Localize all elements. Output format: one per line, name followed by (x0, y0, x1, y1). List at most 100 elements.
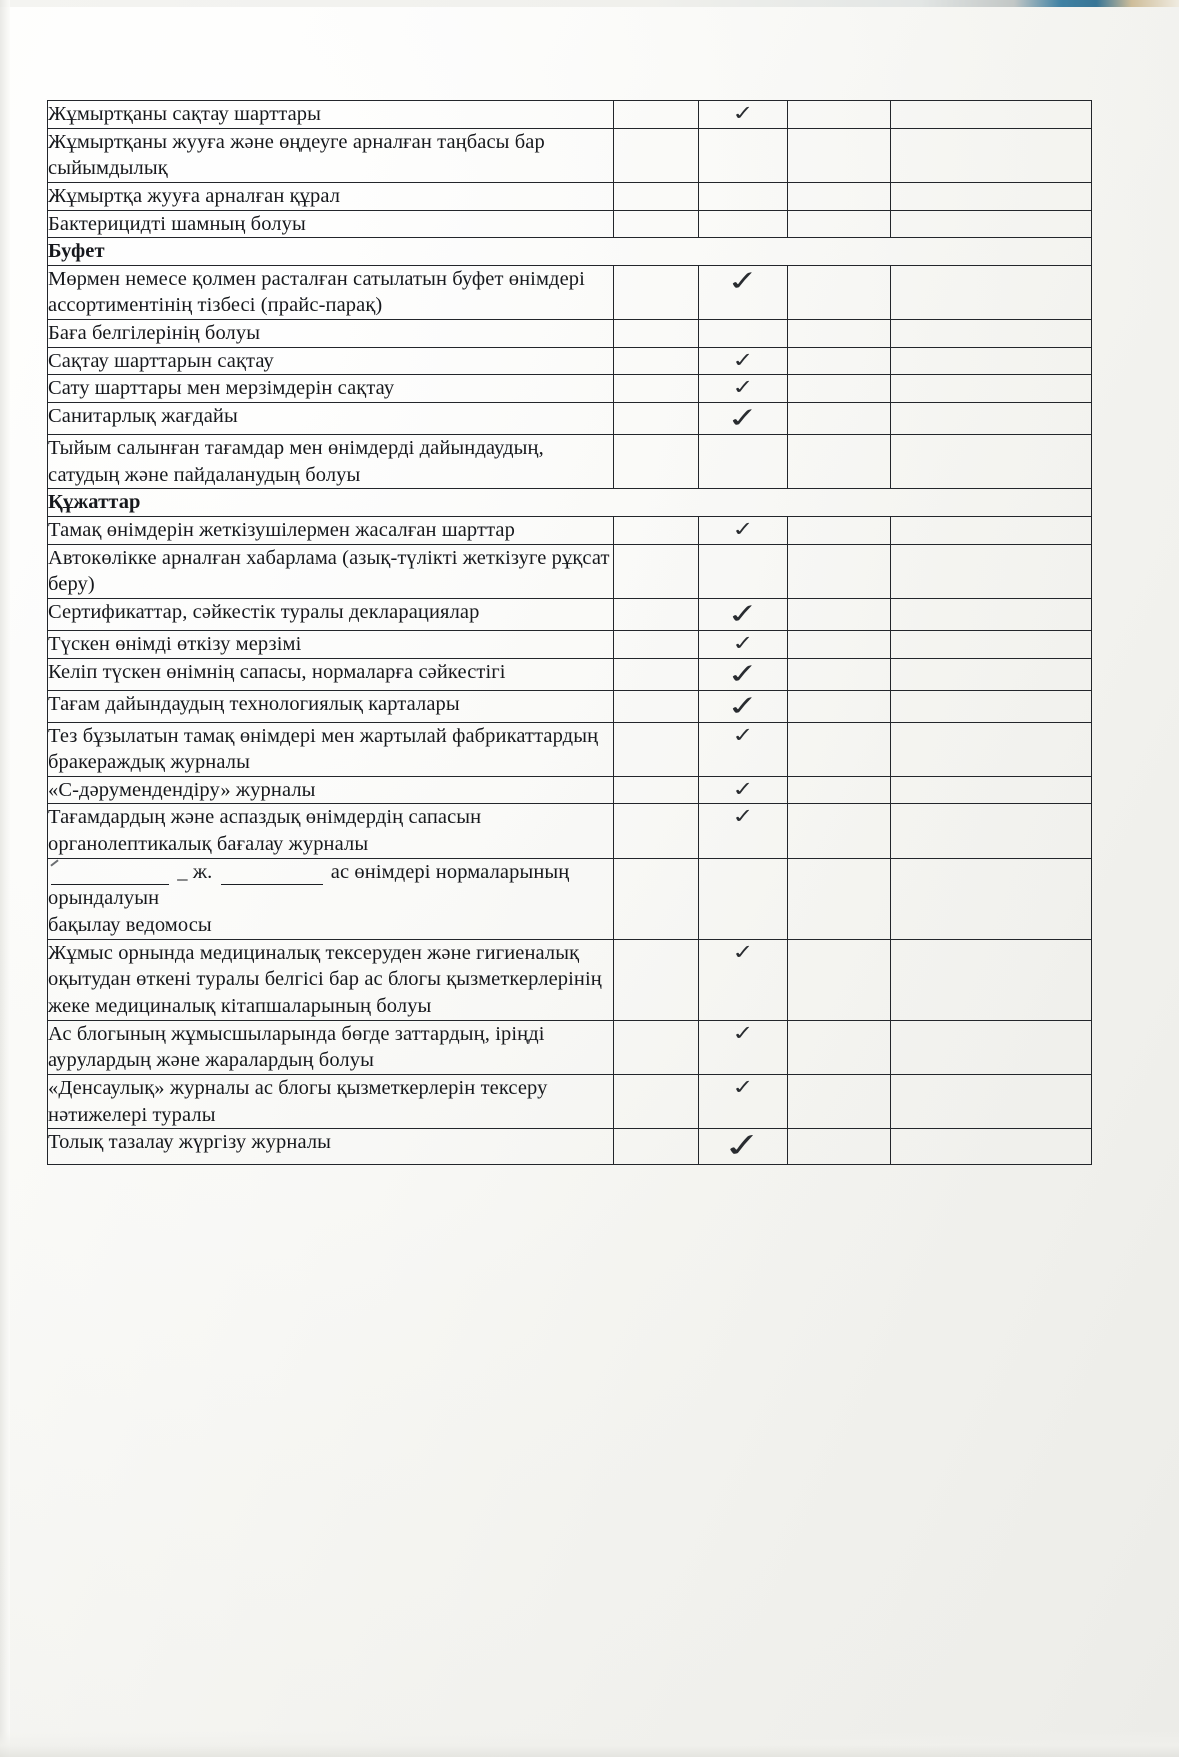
checklist-mark-cell-3[interactable] (787, 515, 891, 545)
checklist-mark-cell-1[interactable] (613, 515, 699, 545)
checklist-mark-cell-2[interactable]: ✓ (698, 629, 788, 659)
checklist-mark-cell-4[interactable] (890, 264, 1092, 321)
checklist-mark-cell-4[interactable] (890, 319, 1092, 348)
checklist-mark-cell-1[interactable] (613, 803, 699, 859)
checklist-mark-cell-4[interactable] (890, 100, 1092, 129)
checklist-mark-cell-3[interactable] (787, 803, 891, 859)
checklist-mark-cell-1[interactable] (613, 1073, 699, 1130)
checklist-mark-cell-3[interactable] (787, 181, 891, 211)
checklist-mark-cell-3[interactable] (787, 402, 891, 436)
checklist-mark-cell-3[interactable] (787, 319, 891, 348)
checklist-mark-cell-4[interactable] (890, 402, 1092, 436)
checklist-mark-cell-1[interactable] (613, 543, 699, 599)
fill-in-blank-cell: _ ж. ас өнімдері нормаларының орындалуын… (47, 857, 614, 940)
checklist-mark-cell-3[interactable] (787, 857, 891, 940)
checklist-mark-cell-2[interactable] (698, 181, 788, 211)
checklist-mark-cell-3[interactable] (787, 657, 891, 691)
checklist-mark-cell-2[interactable]: ✓ (698, 515, 788, 545)
checklist-mark-cell-3[interactable] (787, 374, 891, 404)
checklist-mark-cell-3[interactable] (787, 775, 891, 805)
checklist-mark-cell-3[interactable] (787, 1073, 891, 1130)
checklist-mark-cell-2[interactable]: ✓ (698, 264, 788, 321)
checklist-mark-cell-4[interactable] (890, 346, 1092, 376)
checklist-mark-cell-4[interactable] (890, 857, 1092, 940)
checklist-mark-cell-1[interactable] (613, 374, 699, 404)
checklist-mark-cell-1[interactable] (613, 857, 699, 940)
checklist-mark-cell-4[interactable] (890, 374, 1092, 404)
checklist-mark-cell-3[interactable] (787, 209, 891, 239)
checklist-mark-cell-2[interactable] (698, 434, 788, 490)
checklist-item-label: Тағам дайындаудың технологиялық карталар… (47, 689, 614, 723)
blank-field-period[interactable] (220, 867, 323, 886)
checklist-mark-cell-1[interactable] (613, 319, 699, 348)
checklist-mark-cell-1[interactable] (613, 597, 699, 631)
checklist-mark-cell-2[interactable] (698, 319, 788, 348)
checklist-mark-cell-3[interactable] (787, 127, 891, 183)
checklist-mark-cell-3[interactable] (787, 264, 891, 321)
checklist-mark-cell-1[interactable] (613, 434, 699, 490)
checklist-mark-cell-2[interactable]: ✓ (698, 1126, 788, 1166)
checklist-mark-cell-4[interactable] (890, 1128, 1092, 1166)
checklist-mark-cell-1[interactable] (613, 209, 699, 239)
checklist-mark-cell-1[interactable] (613, 657, 699, 691)
checklist-mark-cell-4[interactable] (890, 434, 1092, 490)
checklist-mark-cell-4[interactable] (890, 657, 1092, 691)
checklist-mark-cell-4[interactable] (890, 803, 1092, 859)
checklist-mark-cell-2[interactable]: ✓ (698, 597, 788, 631)
checklist-mark-cell-2[interactable]: ✓ (698, 803, 788, 859)
checklist-mark-cell-3[interactable] (787, 1128, 891, 1166)
blank-field-date[interactable] (51, 867, 169, 886)
checklist-mark-cell-1[interactable] (613, 938, 699, 1021)
checklist-mark-cell-1[interactable] (613, 181, 699, 211)
checklist-mark-cell-3[interactable] (787, 543, 891, 599)
checklist-mark-cell-4[interactable] (890, 597, 1092, 631)
checklist-mark-cell-3[interactable] (787, 597, 891, 631)
checklist-mark-cell-2[interactable]: ✓ (698, 1073, 788, 1130)
checklist-mark-cell-4[interactable] (890, 127, 1092, 183)
checklist-mark-cell-1[interactable] (613, 1128, 699, 1166)
checklist-mark-cell-4[interactable] (890, 689, 1092, 723)
checklist-mark-cell-3[interactable] (787, 938, 891, 1021)
checklist-mark-cell-1[interactable] (613, 775, 699, 805)
checklist-mark-cell-4[interactable] (890, 543, 1092, 599)
checklist-mark-cell-2[interactable] (698, 857, 788, 940)
checklist-mark-cell-2[interactable]: ✓ (698, 657, 788, 691)
checklist-mark-cell-2[interactable]: ✓ (698, 1019, 788, 1075)
checklist-mark-cell-2[interactable]: ✓ (698, 346, 788, 376)
checklist-mark-cell-4[interactable] (890, 1073, 1092, 1130)
checklist-mark-cell-4[interactable] (890, 181, 1092, 211)
checklist-mark-cell-4[interactable] (890, 515, 1092, 545)
checklist-mark-cell-4[interactable] (890, 775, 1092, 805)
checklist-mark-cell-4[interactable] (890, 721, 1092, 777)
checklist-mark-cell-1[interactable] (613, 127, 699, 183)
checklist-mark-cell-4[interactable] (890, 209, 1092, 239)
checklist-mark-cell-3[interactable] (787, 721, 891, 777)
checklist-mark-cell-2[interactable]: ✓ (698, 689, 788, 723)
checklist-mark-cell-1[interactable] (613, 402, 699, 436)
checklist-mark-cell-2[interactable]: ✓ (698, 938, 788, 1021)
checklist-mark-cell-3[interactable] (787, 629, 891, 659)
checklist-mark-cell-2[interactable]: ✓ (698, 402, 788, 436)
checklist-mark-cell-3[interactable] (787, 434, 891, 490)
checklist-mark-cell-1[interactable] (613, 721, 699, 777)
checklist-mark-cell-1[interactable] (613, 264, 699, 321)
checklist-mark-cell-2[interactable]: ✓ (698, 100, 788, 129)
checklist-mark-cell-3[interactable] (787, 689, 891, 723)
checklist-mark-cell-4[interactable] (890, 1019, 1092, 1075)
checklist-mark-cell-2[interactable]: ✓ (698, 374, 788, 404)
checklist-mark-cell-4[interactable] (890, 629, 1092, 659)
checklist-mark-cell-1[interactable] (613, 100, 699, 129)
checklist-mark-cell-2[interactable] (698, 209, 788, 239)
checklist-mark-cell-2[interactable] (698, 127, 788, 183)
checklist-mark-cell-3[interactable] (787, 100, 891, 129)
checklist-mark-cell-4[interactable] (890, 938, 1092, 1021)
checklist-mark-cell-3[interactable] (787, 1019, 891, 1075)
checklist-mark-cell-1[interactable] (613, 1019, 699, 1075)
checklist-mark-cell-1[interactable] (613, 689, 699, 723)
checklist-mark-cell-2[interactable] (698, 543, 788, 599)
checklist-mark-cell-2[interactable]: ✓ (698, 775, 788, 805)
checklist-mark-cell-1[interactable] (613, 346, 699, 376)
checklist-mark-cell-1[interactable] (613, 629, 699, 659)
checklist-mark-cell-2[interactable]: ✓ (698, 721, 788, 777)
checklist-mark-cell-3[interactable] (787, 346, 891, 376)
